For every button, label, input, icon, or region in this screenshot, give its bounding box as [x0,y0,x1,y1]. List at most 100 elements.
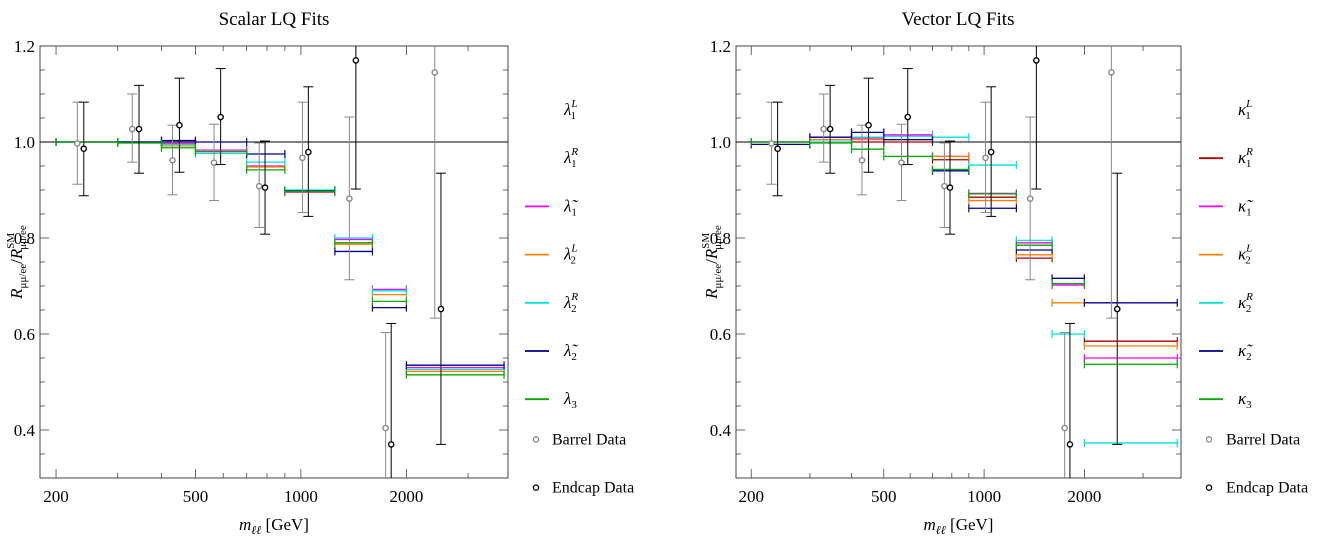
fit-series [750,128,1178,307]
y-axis-label: Rμμ/ee/RSMμμ/ee [700,225,724,300]
fit-bin-segment [968,196,1017,205]
legend-item: λR 2 [525,291,578,315]
legend-swatch [532,436,540,443]
data-marker [299,154,306,162]
endcap-data-point [902,68,913,166]
fit-bin-segment [1051,298,1085,307]
barrel-data-point [254,142,265,228]
y-tick-label: 0.4 [14,421,36,440]
legend-label: λ3 [563,389,577,411]
fit-bin-segment [968,189,1017,198]
fit-bin-segment [334,234,374,242]
endcap-data-point [435,172,446,445]
fit-bin-segment [1015,246,1053,254]
legend-label: Barrel Data [1226,431,1300,448]
legend-item: κL 1 [1238,98,1252,122]
y-axis-label: Rμμ/ee/RSMμμ/ee [5,225,29,300]
fit-bin-segment [371,297,407,306]
chart-title: Scalar LQ Fits [219,9,330,30]
barrel-data-point [1059,332,1070,478]
data-marker [80,145,88,153]
legend-item: λ3 [525,389,577,411]
legend-label: κ3 [1238,389,1252,411]
legend-item: λL 1 [563,98,578,122]
legend-swatch [1205,436,1213,443]
y-tick-label: 0.8 [14,229,35,248]
fit-bin-segment [117,138,163,146]
legend-label: Barrel Data [552,431,626,448]
endcap-data-point [825,84,836,174]
legend: κL 1 κR 1 κ̃1 κL 2 κR 2 κ̃2 κ3 Barrel Data Endcap Da… [1199,98,1308,497]
fit-bin-segment [1083,337,1178,346]
fit-bin-segment [334,240,374,249]
legend-label: κR 1 [1238,146,1253,170]
barrel-data-point [167,124,178,196]
fit-bin-segment [371,286,407,295]
data-marker [305,148,312,156]
legend-label: κR 2 [1238,291,1253,315]
data-marker [261,184,269,191]
legend-item: Barrel Data [532,431,626,448]
data-marker [982,154,989,162]
data-marker [898,159,905,166]
y-tick-label: 0.4 [710,421,732,440]
data-marker [1061,424,1068,432]
fit-bin-segment [1015,241,1053,250]
fit-bin-segment [1083,342,1178,350]
data-marker [176,121,183,129]
data-marker [820,125,827,133]
fit-bin-segment [968,204,1017,213]
fit-bin-segment [1051,279,1085,288]
x-tick-label: 500 [871,487,897,506]
barrel-data-point [856,124,867,196]
data-marker [382,424,389,432]
x-tick-label: 2000 [389,487,423,506]
legend-item: λ̃1 [525,196,578,218]
legend-item: κ̃1 [1199,196,1253,218]
legend-item: Barrel Data [1205,431,1300,448]
legend-item: Endcap Data [532,480,634,497]
legend-item: λL 2 [525,243,578,267]
data-marker [904,113,912,121]
endcap-data-point [1112,172,1123,445]
barrel-data-point [1025,116,1036,281]
fit-series [750,138,1178,369]
fit-bin-segment [850,128,885,137]
legend-item: κR 1 [1199,146,1253,170]
data-marker [1066,441,1074,448]
endcap-data-point [1031,46,1042,190]
fit-bin-segment [284,187,336,196]
legend-label: λL 1 [563,98,578,122]
legend-swatch [1205,484,1213,491]
fit-bin-segment [1051,281,1085,290]
fit-bin-segment [1051,330,1085,338]
barrel-data-point [72,101,83,185]
data-marker [987,148,995,156]
legend-swatch [532,484,540,491]
fit-bin-segment [405,361,505,370]
fit-bin-segment [246,162,286,170]
y-tick-label: 1.0 [14,133,35,152]
fit-bin-segment [1051,274,1085,283]
legend-item: λR 1 [563,146,578,170]
x-tick-label: 200 [738,487,764,506]
fit-bin-segment [850,145,885,154]
chart-title: Vector LQ Fits [902,9,1015,30]
barrel-data-point [896,123,907,202]
fit-series [55,138,505,379]
chart-panel-2: Vector LQ Fits 200 500 1000 2000 0.4 0.6 0.8 1.0… [700,9,1308,536]
fit-bin-segment [371,303,407,312]
x-tick-label: 2000 [1067,487,1101,506]
x-tick-label: 1000 [967,487,1001,506]
fit-series [55,136,505,370]
legend-item: λ̃2 [525,341,578,363]
legend-label: λL 2 [563,243,578,267]
data-marker [255,182,263,190]
data-marker [387,441,395,448]
endcap-data-point [772,101,783,197]
fit-series [750,132,1178,447]
endcap-data-point [215,68,226,166]
x-tick-label: 1000 [284,487,318,506]
endcap-data-point [986,86,997,217]
